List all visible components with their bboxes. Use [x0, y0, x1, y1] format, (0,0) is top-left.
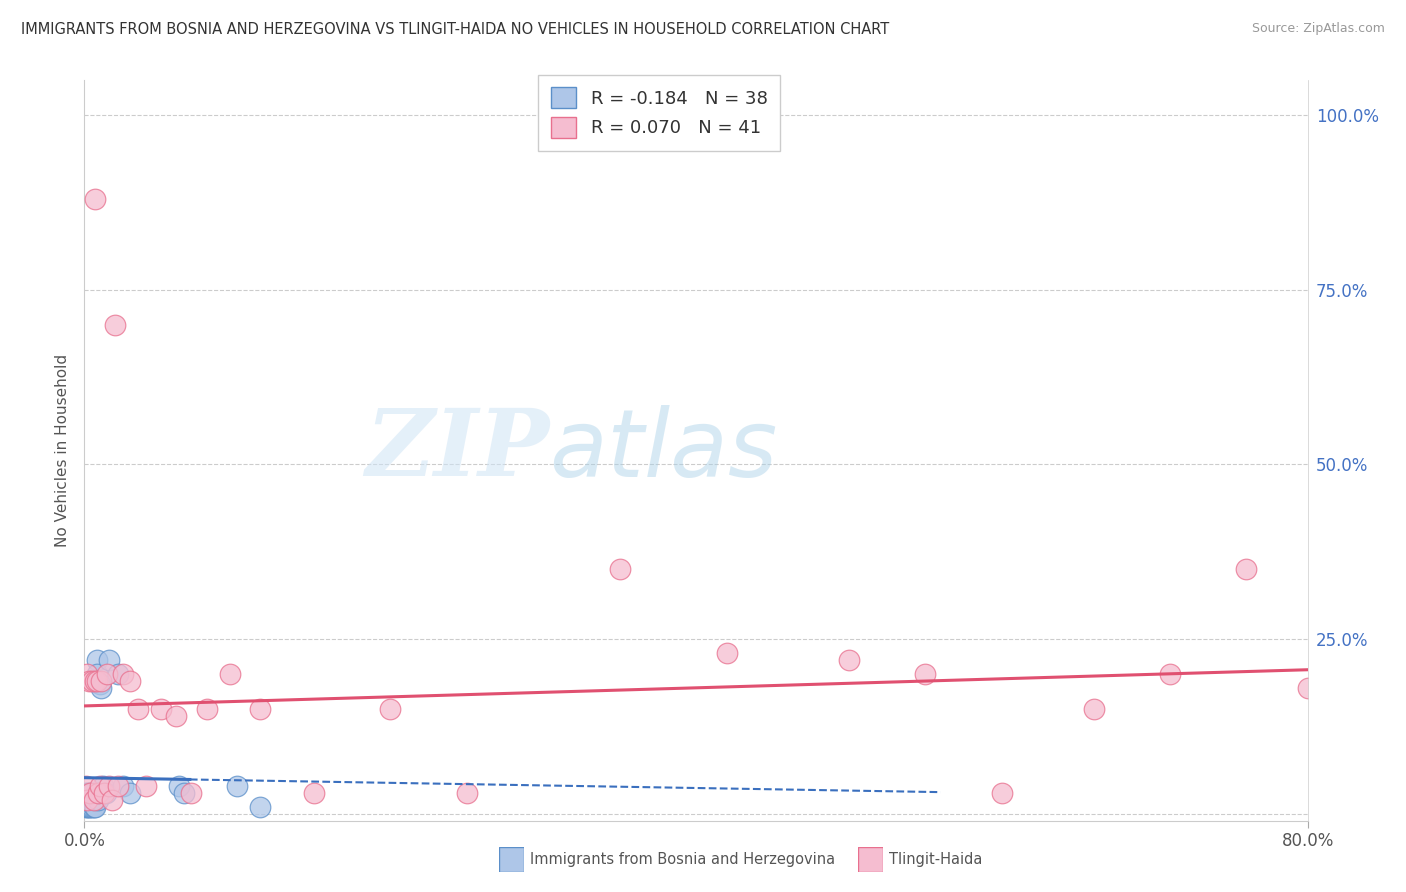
Point [86, 673, 108, 688]
Point [94, 786, 117, 800]
Point [75, 799, 97, 814]
Point [77, 793, 100, 807]
Point [79, 786, 101, 800]
Point [97, 653, 120, 667]
Point [120, 673, 142, 688]
Point [75, 779, 97, 793]
Point [91, 779, 114, 793]
Point [107, 779, 129, 793]
Point [87, 786, 110, 800]
Point [84, 793, 107, 807]
Point [83, 793, 105, 807]
Point [104, 318, 127, 332]
Point [1159, 667, 1181, 681]
Text: IMMIGRANTS FROM BOSNIA AND HERZEGOVINA VS TLINGIT-HAIDA NO VEHICLES IN HOUSEHOLD: IMMIGRANTS FROM BOSNIA AND HERZEGOVINA V… [21, 22, 890, 37]
Point [76, 799, 98, 814]
Point [195, 702, 218, 716]
Point [75, 786, 97, 800]
Text: Immigrants from Bosnia and Herzegovina: Immigrants from Bosnia and Herzegovina [530, 853, 835, 867]
Text: Source: ZipAtlas.com: Source: ZipAtlas.com [1251, 22, 1385, 36]
Point [76, 793, 98, 807]
Point [77, 799, 100, 814]
Point [380, 702, 402, 716]
Point [76, 793, 98, 807]
Point [456, 786, 478, 800]
Point [79, 793, 101, 807]
Point [165, 709, 187, 723]
Point [838, 653, 860, 667]
Point [249, 702, 271, 716]
Point [86, 667, 108, 681]
Point [96, 667, 118, 681]
Point [991, 786, 1014, 800]
Point [87, 793, 110, 807]
Point [101, 793, 124, 807]
Point [80, 793, 103, 807]
Point [111, 667, 134, 681]
Point [90, 673, 112, 688]
Point [111, 779, 134, 793]
Point [149, 702, 172, 716]
Point [79, 786, 101, 800]
Point [84, 673, 107, 688]
Point [1236, 562, 1258, 576]
Point [87, 786, 110, 800]
Point [609, 562, 631, 576]
Point [1083, 702, 1105, 716]
Point [76, 667, 98, 681]
Point [716, 646, 738, 660]
Text: Tlingit-Haida: Tlingit-Haida [889, 853, 981, 867]
Point [914, 667, 936, 681]
Text: ZIP: ZIP [366, 406, 550, 495]
Y-axis label: No Vehicles in Household: No Vehicles in Household [55, 354, 70, 547]
Point [302, 786, 325, 800]
Legend: R = -0.184   N = 38, R = 0.070   N = 41: R = -0.184 N = 38, R = 0.070 N = 41 [538, 75, 780, 151]
Point [80, 786, 103, 800]
Point [89, 779, 111, 793]
Point [79, 799, 101, 814]
Text: atlas: atlas [550, 405, 778, 496]
Point [249, 799, 271, 814]
Point [90, 681, 112, 695]
Point [83, 793, 105, 807]
Point [89, 677, 111, 691]
Point [76, 786, 98, 800]
Point [75, 793, 97, 807]
Point [84, 192, 107, 206]
Point [93, 786, 115, 800]
Point [120, 786, 142, 800]
Point [173, 786, 195, 800]
Point [167, 779, 190, 793]
Point [1296, 681, 1319, 695]
Point [77, 786, 100, 800]
Point [84, 799, 107, 814]
Point [80, 799, 103, 814]
Point [218, 667, 240, 681]
Point [97, 779, 120, 793]
Point [135, 779, 157, 793]
Point [127, 702, 149, 716]
Point [80, 673, 103, 688]
Point [180, 786, 202, 800]
Point [77, 793, 100, 807]
Point [80, 793, 103, 807]
Point [107, 667, 129, 681]
Point [86, 653, 108, 667]
Point [76, 793, 98, 807]
Point [83, 799, 105, 814]
Point [226, 779, 249, 793]
Point [77, 673, 100, 688]
